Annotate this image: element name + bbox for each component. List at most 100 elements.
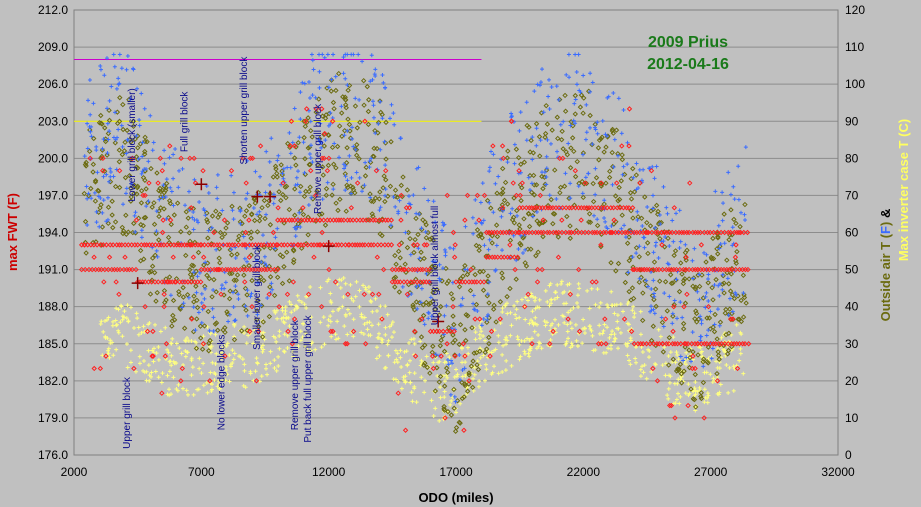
fwt-point — [411, 328, 418, 335]
inverter-point — [489, 372, 494, 377]
outside-air-point — [254, 317, 260, 323]
outside-air-point — [119, 123, 124, 128]
inverter-point — [642, 363, 647, 368]
outside-air-point — [246, 262, 252, 269]
outside-air-point — [426, 316, 431, 321]
outside-air-point — [460, 296, 465, 301]
inverter-point — [721, 347, 726, 352]
outside-air-point — [616, 184, 622, 191]
outside-air-point — [450, 296, 456, 302]
inverter-point — [492, 348, 497, 353]
inverter-point — [627, 358, 632, 363]
outside-air-point — [689, 359, 694, 364]
inverter-point — [141, 359, 146, 364]
outside-air-point — [738, 297, 744, 304]
outside-air-point — [388, 139, 394, 145]
outside-air-point — [382, 139, 387, 144]
inverter-point — [217, 381, 222, 386]
outside-air-point — [257, 209, 262, 214]
inverter-point — [209, 388, 214, 393]
inverter-point — [158, 329, 163, 334]
outside-air-point — [129, 181, 134, 186]
fwt-point — [613, 180, 620, 186]
outside-air-point — [718, 241, 723, 246]
inverter-point — [321, 315, 326, 320]
inverter-point — [399, 365, 404, 370]
outside-air-point — [367, 165, 372, 170]
outside-air-point — [562, 92, 568, 99]
outside-air-point — [314, 188, 320, 195]
outside-air-point — [394, 194, 401, 200]
outside-air-point — [375, 130, 381, 136]
fwt-point — [440, 328, 446, 335]
inverter-point — [107, 355, 112, 360]
outside-air-point — [261, 244, 267, 250]
outside-air-point — [224, 309, 230, 315]
outside-air-point — [411, 249, 417, 256]
outside-air-point — [176, 185, 181, 190]
outside-air-point — [700, 359, 706, 365]
outside-air-point — [126, 172, 133, 179]
fwt-point — [398, 192, 404, 199]
outside-air-point — [502, 179, 509, 186]
outside-air-point — [684, 247, 690, 253]
outside-air-point — [421, 362, 427, 368]
outside-air-point — [317, 69, 322, 74]
event-marker — [432, 315, 445, 328]
outside-air-point — [233, 284, 238, 289]
fwt-point — [242, 229, 249, 236]
inverter-point — [213, 332, 218, 337]
outside-air-point — [373, 67, 378, 72]
outside-air-point — [680, 326, 687, 332]
outside-air-point — [369, 156, 374, 161]
outside-air-point — [681, 277, 687, 284]
outside-air-point — [523, 263, 530, 269]
outside-air-point — [313, 95, 318, 100]
fwt-point — [404, 279, 410, 285]
outside-air-point — [572, 101, 577, 106]
outside-air-point — [715, 235, 721, 241]
outside-air-point — [489, 233, 495, 239]
outside-air-point — [328, 110, 333, 115]
outside-air-point — [342, 127, 348, 134]
inverter-point — [268, 361, 273, 366]
inverter-point — [133, 369, 138, 374]
outside-air-point — [211, 288, 216, 293]
outside-air-point — [111, 135, 116, 140]
inverter-point — [201, 361, 206, 366]
outside-air-point — [655, 208, 661, 215]
outside-air-point — [599, 134, 605, 140]
outside-air-point — [712, 282, 717, 287]
outside-air-point — [92, 190, 97, 195]
outside-air-point — [318, 121, 323, 126]
outside-air-point — [100, 146, 105, 151]
outside-air-point — [322, 222, 329, 228]
outside-air-point — [194, 316, 200, 322]
outside-air-point — [715, 352, 722, 359]
outside-air-point — [671, 252, 677, 259]
outside-air-point — [347, 128, 353, 134]
inverter-point — [505, 338, 510, 343]
outside-air-point — [336, 123, 343, 129]
outside-air-point — [535, 249, 541, 255]
outside-air-point — [485, 273, 491, 279]
outside-air-point — [440, 228, 445, 233]
outside-air-point — [102, 136, 109, 142]
outside-air-point — [422, 186, 427, 191]
y-left-tick-label: 194.0 — [38, 226, 68, 240]
outside-air-point — [578, 92, 585, 98]
outside-air-point — [323, 192, 329, 199]
outside-air-point — [603, 219, 608, 224]
fwt-point — [397, 279, 403, 285]
inverter-point — [492, 328, 497, 333]
inverter-point — [522, 338, 527, 343]
outside-air-point — [487, 165, 492, 170]
outside-air-point — [371, 103, 376, 108]
y-left-tick-label: 197.0 — [38, 188, 68, 202]
outside-air-point — [413, 299, 420, 305]
outside-air-point — [462, 382, 468, 389]
outside-air-point — [487, 169, 492, 174]
outside-air-point — [83, 250, 89, 256]
outside-air-point — [613, 268, 619, 274]
outside-air-point — [229, 173, 234, 178]
